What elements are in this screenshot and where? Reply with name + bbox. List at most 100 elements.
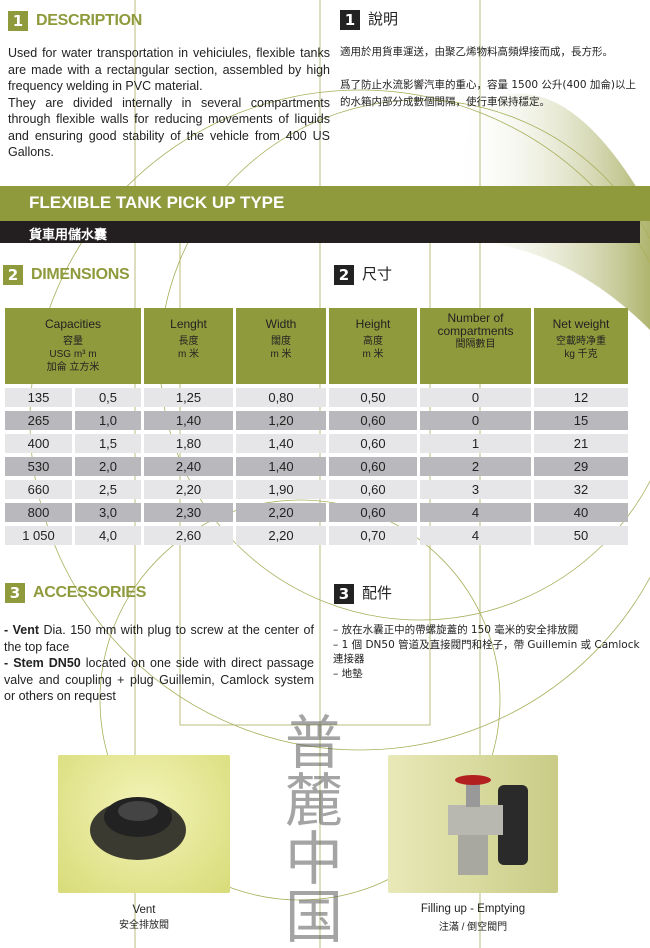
dimensions-heading: 2 DIMENSIONS: [3, 264, 130, 285]
vent-caption: Vent 安全排放閥: [119, 904, 169, 931]
table-row: 400 1,5 1,80 1,40 0,60 1 21: [5, 434, 628, 453]
accessory-item: - Vent Dia. 150 mm with plug to screw at…: [4, 623, 314, 654]
table-cell: 29: [534, 457, 628, 476]
accessories-text: - Vent Dia. 150 mm with plug to screw at…: [4, 622, 314, 705]
table-cell: 15: [534, 411, 628, 430]
table-cell: 4: [420, 503, 531, 522]
table-cell: 2,30: [144, 503, 233, 522]
vent-photo: [58, 755, 230, 893]
header-compartments: Number of compartments 間隔數目: [420, 308, 531, 384]
table-cell: 2,20: [144, 480, 233, 499]
section-title: DIMENSIONS: [31, 266, 130, 283]
description-paragraph: They are divided internally in several c…: [8, 95, 330, 160]
table-cell: 2,40: [144, 457, 233, 476]
banner-subtitle: 貨車用儲水囊: [29, 228, 108, 243]
valve-caption: Filling up - Emptying 注滿 / 倒空閥門: [420, 903, 526, 933]
header-capacities: Capacities 容量 USG m³ m 加侖 立方米: [5, 308, 141, 384]
table-cell: 0,60: [329, 434, 417, 453]
section-title: 尺寸: [362, 265, 393, 283]
header-height: Height 高度 m 米: [329, 308, 417, 384]
table-cell: 400: [5, 434, 72, 453]
table-cell: 800: [5, 503, 72, 522]
table-cell: 0,60: [329, 411, 417, 430]
description-paragraph: 爲了防止水流影響汽車的重心，容量 1500 公升(400 加侖)以上的水箱内部分…: [340, 79, 636, 108]
watermark: 普麓中国: [275, 712, 343, 944]
table-cell: 0,80: [236, 388, 326, 407]
description-paragraph: Used for water transportation in vehiciu…: [8, 46, 330, 93]
section-number: 3: [5, 582, 25, 603]
table-row: 530 2,0 2,40 1,40 0,60 2 29: [5, 457, 628, 476]
table-cell: 1,20: [236, 411, 326, 430]
section-number: 2: [334, 264, 354, 285]
table-header-row: Capacities 容量 USG m³ m 加侖 立方米 Lenght 長度 m 米 W…: [5, 308, 628, 384]
accessory-item: - Stem DN50 located on one side with dir…: [4, 656, 314, 703]
table-cell: 0,5: [75, 388, 141, 407]
table-cell: 2,20: [236, 526, 326, 545]
table-cell: 0: [420, 411, 531, 430]
table-cell: 3,0: [75, 503, 141, 522]
accessories-zh-heading: 3 配件: [334, 582, 392, 604]
section-number: 1: [340, 9, 360, 30]
table-cell: 50: [534, 526, 628, 545]
section-title: ACCESSORIES: [33, 584, 147, 601]
dimensions-zh-heading: 2 尺寸: [334, 263, 392, 285]
table-cell: 0: [420, 388, 531, 407]
table-cell: 4: [420, 526, 531, 545]
table-cell: 660: [5, 480, 72, 499]
banner-title: FLEXIBLE TANK PICK UP TYPE: [29, 193, 285, 212]
table-row: 1 050 4,0 2,60 2,20 0,70 4 50: [5, 526, 628, 545]
header-net-weight: Net weight 空載時净重 kg 千克: [534, 308, 628, 384]
table-cell: 0,60: [329, 503, 417, 522]
table-cell: 2,20: [236, 503, 326, 522]
table-cell: 40: [534, 503, 628, 522]
section-title: 配件: [362, 584, 393, 602]
table-cell: 0,60: [329, 457, 417, 476]
accessories-zh-text: – 放在水囊正中的帶螺旋蓋的 150 毫米的安全排放閥 – 1 個 DN50 管…: [333, 623, 643, 681]
table-row: 135 0,5 1,25 0,80 0,50 0 12: [5, 388, 628, 407]
table-cell: 265: [5, 411, 72, 430]
banner-subtitle-bar: 貨車用儲水囊: [0, 221, 640, 243]
description-zh-text: 適用於用貨車運送，由聚乙烯物料高頻焊接而成，長方形。 爲了防止水流影響汽車的重心…: [340, 44, 645, 111]
table-cell: 3: [420, 480, 531, 499]
section-title: DESCRIPTION: [36, 12, 143, 29]
table-cell: 32: [534, 480, 628, 499]
table-cell: 12: [534, 388, 628, 407]
table-cell: 1,40: [236, 457, 326, 476]
description-zh-heading: 1 說明: [340, 8, 398, 30]
table-row: 800 3,0 2,30 2,20 0,60 4 40: [5, 503, 628, 522]
table-cell: 21: [534, 434, 628, 453]
dimensions-table: Capacities 容量 USG m³ m 加侖 立方米 Lenght 長度 m 米 W…: [2, 304, 631, 549]
section-number: 2: [3, 264, 23, 285]
accessories-heading: 3 ACCESSORIES: [5, 582, 146, 603]
table-cell: 1,25: [144, 388, 233, 407]
accessory-item: – 地墊: [333, 667, 363, 680]
section-number: 1: [8, 10, 28, 31]
accessory-item: – 放在水囊正中的帶螺旋蓋的 150 毫米的安全排放閥: [333, 624, 579, 636]
table-cell: 0,50: [329, 388, 417, 407]
table-cell: 1,5: [75, 434, 141, 453]
table-cell: 530: [5, 457, 72, 476]
table-cell: 1,90: [236, 480, 326, 499]
table-cell: 0,60: [329, 480, 417, 499]
banner: FLEXIBLE TANK PICK UP TYPE: [0, 186, 650, 221]
accessory-item: – 1 個 DN50 管道及直接閥門和栓子，帶 Guillemin 或 Caml…: [333, 638, 640, 666]
table-cell: 1,80: [144, 434, 233, 453]
table-cell: 0,70: [329, 526, 417, 545]
table-row: 660 2,5 2,20 1,90 0,60 3 32: [5, 480, 628, 499]
table-row: 265 1,0 1,40 1,20 0,60 0 15: [5, 411, 628, 430]
table-cell: 135: [5, 388, 72, 407]
description-text: Used for water transportation in vehiciu…: [8, 45, 330, 161]
description-paragraph: 適用於用貨車運送，由聚乙烯物料高頻焊接而成，長方形。: [340, 46, 613, 58]
table-cell: 1 050: [5, 526, 72, 545]
table-cell: 1,40: [236, 434, 326, 453]
table-cell: 1,0: [75, 411, 141, 430]
valve-photo: [388, 755, 558, 893]
header-length: Lenght 長度 m 米: [144, 308, 233, 384]
section-number: 3: [334, 583, 354, 604]
section-title: 說明: [368, 10, 399, 28]
table-cell: 1,40: [144, 411, 233, 430]
table-cell: 4,0: [75, 526, 141, 545]
header-width: Width 闊度 m 米: [236, 308, 326, 384]
description-heading: 1 DESCRIPTION: [8, 10, 142, 31]
table-cell: 2: [420, 457, 531, 476]
